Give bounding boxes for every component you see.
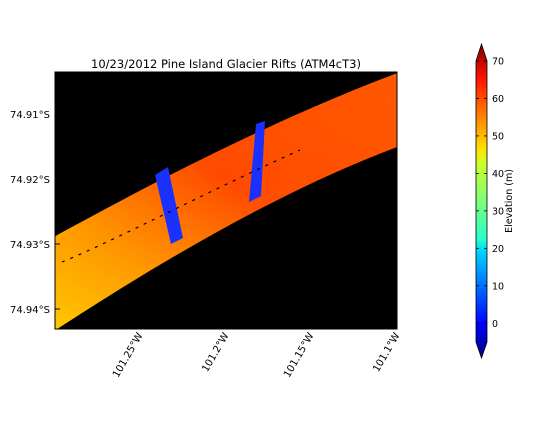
plot-area (54, 71, 398, 330)
colorbar-ticks: 0 10 20 30 40 50 60 70 (476, 57, 504, 330)
elevation-swath-shading (55, 73, 397, 329)
y-tick-label: 74.92°S (10, 175, 50, 186)
y-tick-label: 74.91°S (10, 110, 50, 121)
x-tick-label: 101.2°W (200, 331, 231, 374)
colorbar-label: Elevation (m) (504, 169, 515, 233)
colorbar-tick-label: 30 (492, 206, 504, 217)
y-tick-label: 74.93°S (10, 240, 50, 251)
colorbar-tick-label: 40 (492, 169, 504, 180)
y-tick-label: 74.94°S (10, 305, 50, 316)
colorbar-tick-label: 50 (492, 131, 504, 142)
colorbar-body (475, 42, 488, 360)
x-tick-label: 101.15°W (282, 331, 317, 380)
colorbar-tick-label: 20 (492, 244, 504, 255)
x-axis: 101.25°W 101.2°W 101.15°W 101.1°W (111, 324, 403, 380)
colorbar-tick-label: 10 (492, 281, 504, 292)
y-axis: 74.91°S 74.92°S 74.93°S 74.94°S (10, 110, 60, 316)
x-tick-label: 101.1°W (371, 331, 402, 374)
x-tick-label: 101.25°W (111, 331, 146, 380)
colorbar-tick-label: 60 (492, 94, 504, 105)
rift-2 (249, 121, 265, 202)
colorbar-tick-label: 0 (492, 319, 498, 330)
colorbar: 0 10 20 30 40 50 60 70 Elevation (m) (475, 42, 515, 360)
rift-1 (155, 167, 183, 244)
colorbar-tick-label: 70 (492, 57, 504, 68)
chart-title: 10/23/2012 Pine Island Glacier Rifts (AT… (91, 57, 361, 71)
